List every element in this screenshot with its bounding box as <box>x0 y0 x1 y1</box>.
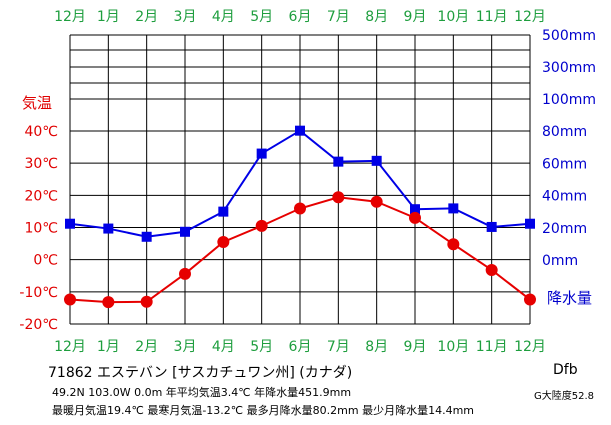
precipitation-point <box>295 125 305 136</box>
month-label-bottom: 12月 <box>54 339 86 355</box>
month-label-bottom: 3月 <box>174 339 197 355</box>
temperature-point <box>255 219 268 232</box>
month-label-bottom: 7月 <box>327 339 350 355</box>
precipitation-point <box>333 156 344 167</box>
precipitation-point <box>486 221 497 232</box>
precipitation-tick-label: 20mm <box>542 221 587 237</box>
month-label-top: 12月 <box>514 9 546 25</box>
precipitation-axis-title: 降水量 <box>547 289 592 307</box>
precipitation-point <box>65 218 75 229</box>
temperature-tick-label: 20℃ <box>24 188 58 204</box>
month-label-bottom: 12月 <box>514 339 546 355</box>
temperature-point <box>409 211 421 224</box>
precipitation-tick-label: 40mm <box>542 189 587 205</box>
month-labels-bottom: 12月 1月 2月 3月 4月 5月 6月 7月 8月 9月 10月 11月 12月 <box>54 339 546 355</box>
precipitation-point <box>218 206 229 217</box>
precipitation-tick-label: 500mm <box>542 28 596 44</box>
precipitation-point <box>103 223 114 234</box>
month-label-bottom: 9月 <box>404 339 427 355</box>
precipitation-point <box>525 218 535 229</box>
temperature-tick-label: 0℃ <box>33 253 58 269</box>
temperature-point <box>332 191 345 204</box>
continentality-index: G大陸度52.8 <box>534 391 595 402</box>
temperature-tick-label: -10℃ <box>19 285 58 301</box>
month-label-top: 9月 <box>404 9 427 25</box>
month-label-bottom: 11月 <box>476 339 508 355</box>
grid-lines <box>69 34 531 325</box>
month-label-bottom: 5月 <box>250 339 273 355</box>
precipitation-point <box>448 203 459 214</box>
precipitation-tick-label: 0mm <box>542 253 578 269</box>
month-labels-top: 12月 1月 2月 3月 4月 5月 6月 7月 8月 9月 10月 11月 12月 <box>54 9 546 25</box>
temperature-point <box>294 202 306 215</box>
temperature-tick-label: 10℃ <box>24 221 58 237</box>
month-label-top: 2月 <box>135 9 158 25</box>
temperature-point <box>179 267 191 280</box>
month-label-bottom: 10月 <box>437 339 469 355</box>
temperature-point <box>524 293 536 306</box>
month-label-bottom: 6月 <box>289 339 312 355</box>
climate-classification: Dfb <box>553 362 578 378</box>
precipitation-point <box>256 148 267 159</box>
temperature-point <box>102 296 115 309</box>
station-title: 71862 エステバン [サスカチュワン州] (カナダ) <box>48 365 353 381</box>
station-summary: 49.2N 103.0W 0.0m 年平均気温3.4℃ 年降水量451.9mm <box>52 386 352 399</box>
month-label-top: 11月 <box>476 9 508 25</box>
month-label-top: 8月 <box>365 9 388 25</box>
month-label-bottom: 4月 <box>212 339 235 355</box>
precipitation-point <box>141 231 152 242</box>
precipitation-point <box>371 155 382 166</box>
temperature-point <box>217 235 230 248</box>
precipitation-tick-label: 100mm <box>542 92 596 108</box>
precipitation-axis-ticks: 500mm 300mm 100mm 80mm 60mm 40mm 20mm 0mm <box>542 28 596 269</box>
temperature-point <box>370 195 383 208</box>
temperature-point <box>64 293 76 306</box>
month-label-bottom: 8月 <box>365 339 388 355</box>
temperature-tick-label: 30℃ <box>24 156 58 172</box>
month-label-top: 5月 <box>250 9 273 25</box>
precipitation-tick-label: 300mm <box>542 60 596 76</box>
precipitation-series <box>65 125 535 242</box>
precipitation-tick-label: 80mm <box>542 124 587 140</box>
temperature-point <box>140 295 153 308</box>
temperature-point <box>485 263 498 276</box>
month-label-top: 12月 <box>54 9 86 25</box>
month-label-top: 6月 <box>289 9 312 25</box>
month-label-top: 1月 <box>97 9 120 25</box>
temperature-axis-ticks: 40℃ 30℃ 20℃ 10℃ 0℃ -10℃ -20℃ <box>19 124 58 333</box>
month-label-bottom: 2月 <box>135 339 158 355</box>
precipitation-point <box>410 204 420 215</box>
month-label-top: 7月 <box>327 9 350 25</box>
month-label-top: 10月 <box>437 9 469 25</box>
month-label-top: 3月 <box>174 9 197 25</box>
temperature-point <box>447 238 460 251</box>
month-label-top: 4月 <box>212 9 235 25</box>
precipitation-tick-label: 60mm <box>542 156 587 172</box>
precipitation-point <box>180 226 190 237</box>
temperature-series <box>64 191 536 309</box>
month-label-bottom: 1月 <box>97 339 120 355</box>
temperature-tick-label: -20℃ <box>19 317 58 333</box>
temperature-tick-label: 40℃ <box>24 124 58 140</box>
temperature-axis-title: 気温 <box>22 94 52 112</box>
station-extremes: 最暖月気温19.4℃ 最寒月気温-13.2℃ 最多月降水量80.2mm 最少月降… <box>52 404 474 417</box>
